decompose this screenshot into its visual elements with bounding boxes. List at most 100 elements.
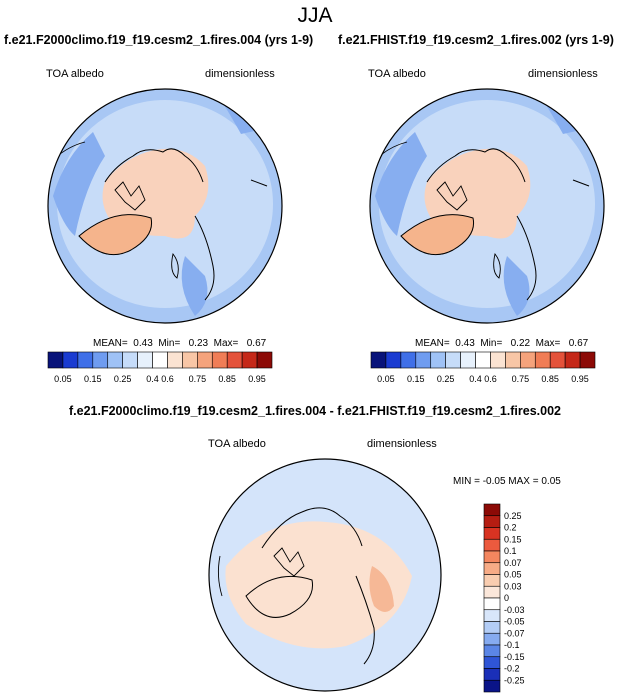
colorbar-swatch <box>490 351 506 369</box>
colorbar-tick-label: 0.05 <box>504 570 522 580</box>
colorbar-swatch <box>445 351 461 369</box>
panel-1-variable: TOA albedo <box>46 68 104 80</box>
colorbar-swatch <box>483 503 501 517</box>
colorbar-swatch <box>430 351 446 369</box>
colorbar-swatch <box>483 562 501 575</box>
coastline <box>516 215 537 301</box>
colorbar-tick-label: 0.4 <box>469 374 482 384</box>
colorbar-swatch <box>483 515 501 528</box>
colorbar-tick-label: -0.1 <box>504 640 520 650</box>
colorbar-tick-label: 0.07 <box>504 558 522 568</box>
panel-1-stats: MEAN= 0.43 Min= 0.23 Max= 0.67 <box>93 338 267 349</box>
colorbar-swatch <box>152 351 168 369</box>
colorbar-tick-label: 0.75 <box>189 374 207 384</box>
colorbar-tick-label: 0.4 <box>146 374 159 384</box>
greenland <box>401 214 474 255</box>
coastline <box>171 252 179 279</box>
difference-title: f.e21.F2000climo.f19_f19.cesm2_1.fires.0… <box>69 404 561 418</box>
season-title: JJA <box>297 4 333 27</box>
colorbar-tick-label: 0.6 <box>484 374 497 384</box>
difference-units: dimensionless <box>367 438 437 450</box>
colorbar-tick-label: 0.25 <box>114 374 132 384</box>
panel-2-units: dimensionless <box>528 68 598 80</box>
arctic-islands <box>114 181 146 211</box>
colorbar-swatch <box>483 656 501 669</box>
colorbar-swatch <box>226 351 243 369</box>
colorbar-swatch <box>483 574 501 587</box>
colorbar-swatch <box>400 351 417 369</box>
colorbar-swatch <box>564 351 581 369</box>
colorbar-swatch <box>505 351 521 369</box>
colorbar-swatch <box>483 585 501 599</box>
panel-1-units: dimensionless <box>205 68 275 80</box>
arctic-islands <box>273 547 305 577</box>
coastline <box>261 507 363 549</box>
colorbar-tick-label: -0.25 <box>504 675 525 685</box>
colorbar-tick-label: 0.6 <box>161 374 174 384</box>
colorbar-swatch <box>370 351 387 369</box>
colorbar-swatch <box>549 351 566 369</box>
panel-2-variable: TOA albedo <box>368 68 426 80</box>
colorbar-tick-label: 0.05 <box>377 374 395 384</box>
colorbar-swatch <box>483 597 501 611</box>
colorbar-swatch <box>385 351 402 369</box>
diff-positive-strong-region <box>369 566 394 612</box>
colorbar-tick-label: 0.85 <box>218 374 236 384</box>
colorbar-tick-label: 0.85 <box>541 374 559 384</box>
ocean-dark-region <box>181 256 208 316</box>
colorbar-tick-label: 0.25 <box>504 511 522 521</box>
colorbar-tick-label: -0.07 <box>504 628 525 638</box>
colorbar-swatch <box>483 679 501 693</box>
colorbar-swatch <box>211 351 228 369</box>
colorbar-swatch <box>92 351 109 369</box>
colorbar-swatch <box>415 351 432 369</box>
diff-positive-region <box>225 521 412 649</box>
coastline <box>78 214 153 256</box>
colorbar-swatch <box>483 550 501 564</box>
arctic-islands <box>436 181 468 211</box>
panel-2-map <box>369 88 605 324</box>
colorbar-swatch <box>483 632 501 646</box>
colorbar-swatch <box>460 351 476 369</box>
coastline <box>217 555 223 597</box>
colorbar-swatch <box>579 351 596 369</box>
colorbar-swatch <box>77 351 94 369</box>
panel-2-colorbar: 0.05 0.15 0.25 0.4 0.6 0.75 0.85 0.95 <box>370 351 596 384</box>
ocean-dark-region <box>53 132 105 236</box>
panel-1-title: f.e21.F2000climo.f19_f19.cesm2_1.fires.0… <box>4 33 314 47</box>
colorbar-swatch <box>483 609 501 622</box>
colorbar-swatch <box>483 527 501 540</box>
colorbar-tick-label: 0.05 <box>54 374 72 384</box>
colorbar-tick-label: -0.2 <box>504 664 520 674</box>
colorbar-tick-label: 0.03 <box>504 581 522 591</box>
coastline <box>355 575 375 665</box>
coastline <box>493 252 501 279</box>
coastline <box>245 575 314 618</box>
panel-1-colorbar: 0.05 0.15 0.25 0.4 0.6 0.75 0.85 0.95 <box>47 351 273 384</box>
colorbar-tick-label: 0.2 <box>504 523 517 533</box>
panel-2-stats: MEAN= 0.43 Min= 0.22 Max= 0.67 <box>415 338 589 349</box>
greenland <box>79 214 152 255</box>
colorbar-swatch <box>475 351 491 369</box>
colorbar-tick-label: -0.05 <box>504 617 525 627</box>
colorbar-swatch <box>483 644 501 658</box>
colorbar-tick-label: 0.15 <box>407 374 425 384</box>
ocean-dark-region <box>503 256 530 316</box>
colorbar-swatch <box>62 351 79 369</box>
colorbar-swatch <box>47 351 64 369</box>
ocean-dark-region <box>375 132 427 236</box>
colorbar-tick-label: 0.1 <box>504 546 517 556</box>
colorbar-tick-label: 0.95 <box>571 374 589 384</box>
coastline <box>572 179 590 187</box>
colorbar-swatch <box>520 351 536 369</box>
colorbar-tick-label: 0.25 <box>437 374 455 384</box>
panel-2-title: f.e21.FHIST.f19_f19.cesm2_1.fires.002 (y… <box>338 33 614 47</box>
colorbar-swatch <box>241 351 258 369</box>
coastline <box>194 215 215 301</box>
colorbar-tick-label: 0.75 <box>512 374 530 384</box>
difference-variable: TOA albedo <box>208 438 266 450</box>
colorbar-swatch <box>167 351 183 369</box>
colorbar-swatch <box>137 351 153 369</box>
panel-1-map <box>47 88 283 324</box>
colorbar-tick-label: -0.15 <box>504 652 525 662</box>
